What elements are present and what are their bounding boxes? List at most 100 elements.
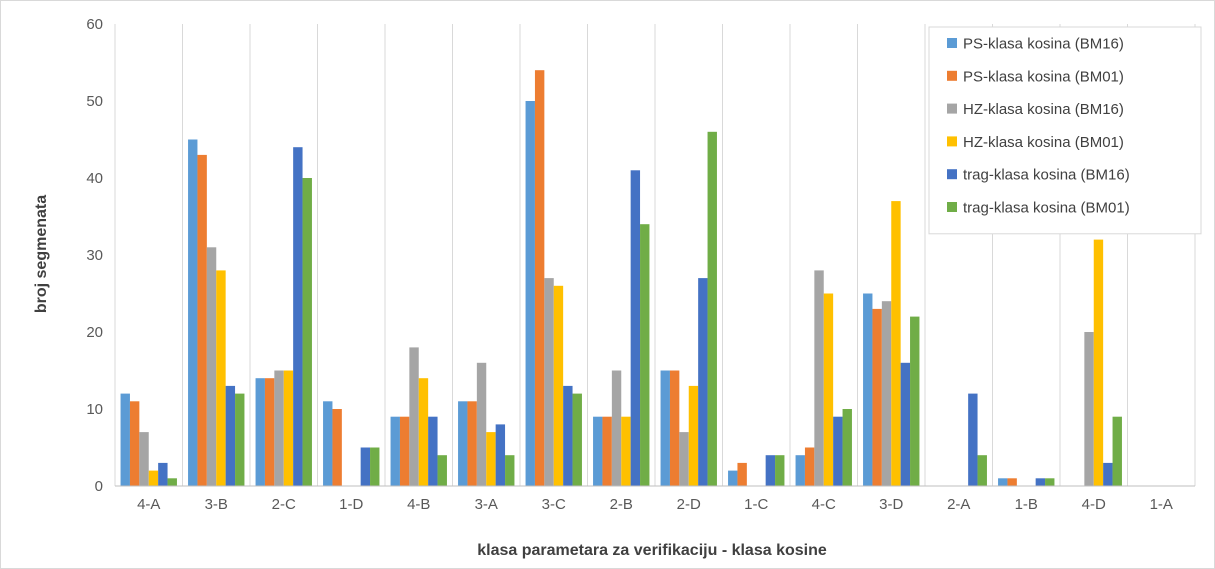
x-tick-label: 4-A [137,496,160,513]
bar [197,154,207,486]
bar [765,455,776,486]
bar [534,70,545,486]
bar [728,470,738,486]
bar [274,370,284,486]
legend-label: PS-klasa kosina (BM16) [963,36,1124,53]
bar [390,416,400,486]
bar [823,293,834,486]
bar [572,393,582,486]
bar [206,247,217,486]
y-tick-label: 0 [95,478,103,495]
bar [872,308,882,486]
x-tick-label: 1-B [1015,496,1038,513]
bar [225,385,236,486]
bar [148,470,159,486]
legend-label: HZ-klasa kosina (BM01) [963,134,1124,151]
bar [602,416,612,486]
legend: PS-klasa kosina (BM16) PS-klasa kosina (B… [928,26,1202,235]
bar [370,447,380,486]
bar [302,178,312,486]
bar [544,278,554,486]
bar [505,455,515,486]
x-tick-label: 2-A [947,496,970,513]
x-tick-label: 4-C [812,496,836,513]
bar [900,362,911,486]
bar [1112,416,1122,486]
bar [910,316,920,486]
bar [842,409,852,486]
bar [863,293,873,486]
bar [437,455,447,486]
bar [293,147,303,486]
x-tick-label: 2-D [677,496,701,513]
bar [1103,462,1113,486]
bar [998,478,1008,486]
bar [1084,332,1094,486]
bar [795,455,805,486]
bar [669,370,680,486]
x-tick-label: 3-D [879,496,903,513]
x-axis-title: klasa parametara za verifikaciju - klasa… [477,542,827,559]
bar [977,455,987,486]
x-tick-label: 2-C [272,496,296,513]
bar [458,401,468,486]
y-tick-label: 40 [86,170,103,187]
bar [1045,478,1055,486]
y-tick-label: 60 [86,16,103,33]
bar [255,378,265,486]
bar [120,393,130,486]
bar [660,370,670,486]
bar [158,462,168,486]
legend-swatch [947,202,957,212]
bar [679,432,689,486]
bar [188,139,198,486]
bar [775,455,785,486]
bar [428,416,438,486]
x-tick-label: 1-D [339,496,363,513]
bar [804,447,815,486]
bar [476,362,487,486]
x-tick-label: 2-B [610,496,633,513]
bar [216,270,226,486]
bar [630,170,641,487]
legend-label: trag-klasa kosina (BM16) [963,167,1130,184]
x-tick-label: 4-B [407,496,430,513]
bar [235,393,245,486]
bar [323,401,333,486]
bar [563,385,573,486]
bar [418,378,429,486]
bar [486,432,496,486]
y-tick-labels: 0 10 20 30 40 50 60 [86,16,103,495]
x-tick-label: 3-B [205,496,228,513]
bar [640,224,650,486]
x-tick-label: 3-A [475,496,498,513]
legend-label: PS-klasa kosina (BM01) [963,68,1124,85]
bar [968,393,978,486]
y-tick-label: 10 [86,401,103,418]
bar [283,370,294,486]
bar [737,462,747,486]
bar [553,285,564,486]
bar [399,416,410,486]
legend-swatch [947,38,957,48]
legend-swatch [947,136,957,147]
bar [495,424,506,486]
bar [1007,478,1017,486]
bar [833,416,843,486]
x-tick-labels: 4-A 3-B 2-C 1-D 4-B 3-A 3-C 2-B 2-D 1-C 4-C 3-D 2-A 1… [137,496,1173,513]
bar [525,101,535,486]
x-tick-label: 1-C [744,496,768,513]
bar [409,347,419,486]
bar [264,378,275,486]
bar [360,447,371,486]
legend-label: trag-klasa kosina (BM01) [963,200,1130,217]
x-tick-label: 3-C [542,496,566,513]
bar [611,370,622,486]
legend-box [928,26,1202,235]
bar [1093,239,1104,486]
y-tick-label: 20 [86,324,103,341]
x-tick-label: 1-A [1150,496,1173,513]
legend-label: HZ-klasa kosina (BM16) [963,101,1124,118]
bar [332,409,342,486]
